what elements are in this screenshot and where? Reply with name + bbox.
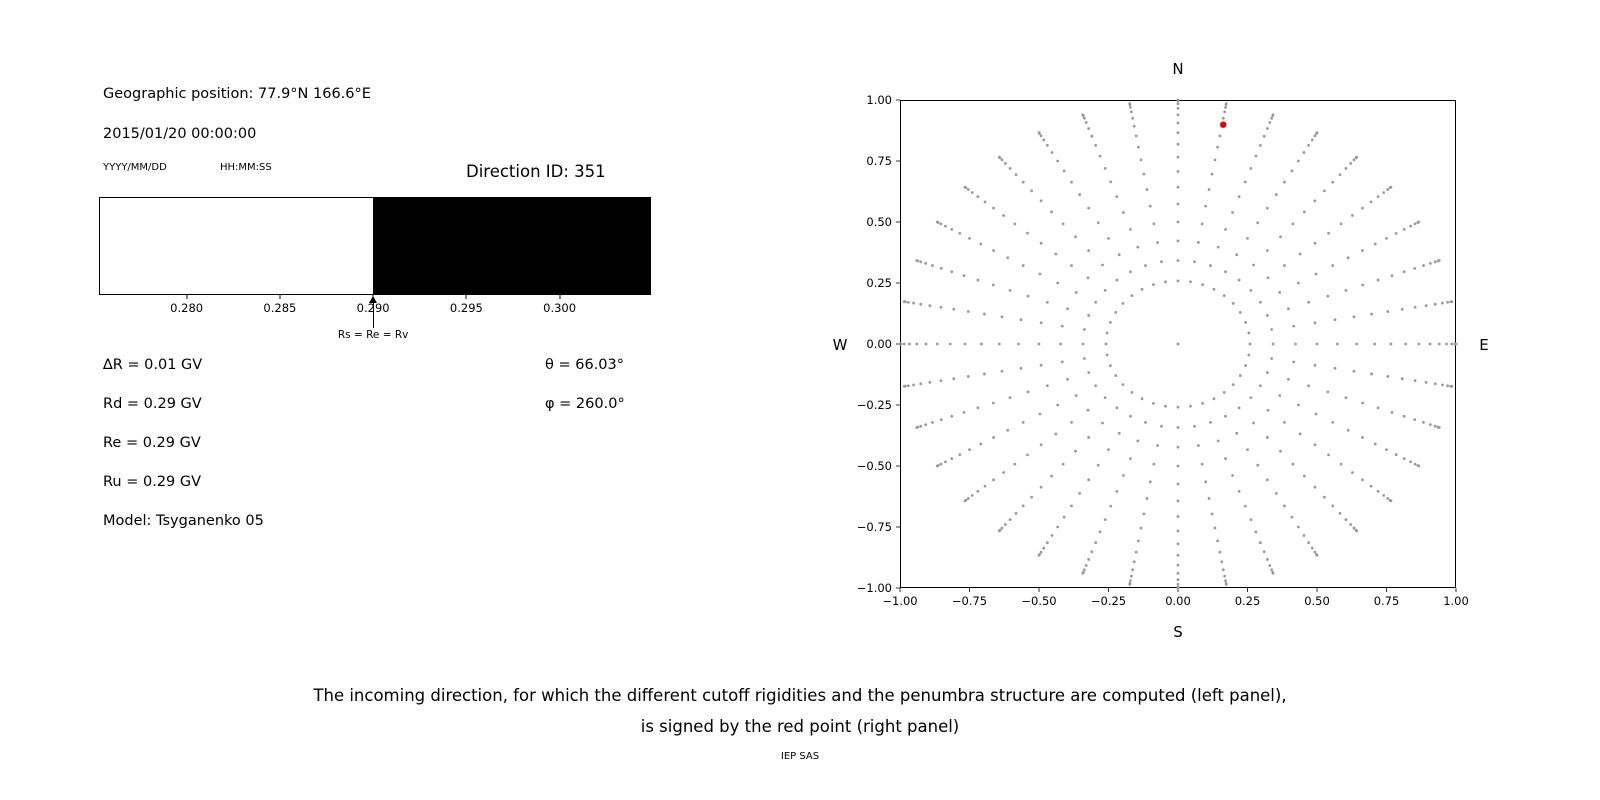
caption-line2: is signed by the red point (right panel) xyxy=(640,716,960,736)
caption: The incoming direction, for which the di… xyxy=(0,686,1600,762)
theta-value: θ = 66.03° xyxy=(545,357,624,373)
compass-north-label: N xyxy=(1172,60,1184,78)
direction-plot-canvas: −1.00 −0.75 −0.50 −0.25 0.00 0.25 0.50 0.75 1.00… xyxy=(857,93,1469,608)
penumbra-region xyxy=(373,198,650,294)
caption-line1: The incoming direction, for which the di… xyxy=(313,686,1287,705)
direction-plot: −1.00 −0.75 −0.50 −0.25 0.00 0.25 0.50 0.75 1.00… xyxy=(857,93,1469,608)
x-tick-label: −1.00 xyxy=(882,594,917,608)
delta-r-value: ∆R = 0.01 GV xyxy=(103,357,203,373)
x-tick-label: 1.00 xyxy=(1443,594,1469,608)
selected-direction-point xyxy=(1220,121,1227,128)
x-tick-label: 0.75 xyxy=(1374,594,1400,608)
model-label: Model: Tsyganenko 05 xyxy=(103,513,264,529)
x-tick-mark xyxy=(559,295,561,299)
x-tick-label: 0.300 xyxy=(543,301,577,315)
compass-south-label: S xyxy=(1173,623,1183,641)
arrow-stem xyxy=(372,297,374,328)
y-tick-label: −0.50 xyxy=(857,459,892,473)
x-tick-mark xyxy=(279,295,281,299)
compass-east-label: E xyxy=(1479,336,1489,354)
datetime-label: 2015/01/20 00:00:00 xyxy=(103,126,257,142)
y-tick-label: 0.00 xyxy=(866,337,892,351)
penumbra-region xyxy=(100,198,374,294)
y-tick-label: 1.00 xyxy=(866,93,892,107)
x-tick-label: 0.295 xyxy=(449,301,483,315)
geo-position-label: Geographic position: 77.9°N 166.6°E xyxy=(103,86,371,102)
x-tick-label: −0.25 xyxy=(1091,594,1126,608)
date-format-label: YYYY/MM/DD xyxy=(103,162,167,173)
re-value: Re = 0.29 GV xyxy=(103,435,201,451)
y-tick-label: −0.25 xyxy=(857,398,892,412)
x-tick-label: 0.285 xyxy=(263,301,297,315)
x-tick-label: 0.280 xyxy=(170,301,204,315)
phi-value: φ = 260.0° xyxy=(545,396,625,412)
credit-label: IEP SAS xyxy=(780,751,820,762)
y-tick-label: 0.75 xyxy=(866,154,892,168)
axis-ticks: −1.00 −0.75 −0.50 −0.25 0.00 0.25 0.50 0.75 1.00… xyxy=(857,93,1469,608)
direction-grid-points xyxy=(898,98,1458,590)
rd-value: Rd = 0.29 GV xyxy=(103,396,202,412)
x-tick-label: 0.50 xyxy=(1304,594,1330,608)
direction-id-label: Direction ID: 351 xyxy=(466,162,606,181)
y-tick-label: −1.00 xyxy=(857,581,892,595)
y-tick-label: 0.25 xyxy=(866,276,892,290)
x-tick-mark xyxy=(465,295,467,299)
time-format-label: HH:MM:SS xyxy=(220,162,272,173)
x-tick-mark xyxy=(186,295,188,299)
penumbra-bar xyxy=(99,197,651,295)
x-tick-label: 0.00 xyxy=(1165,594,1191,608)
y-tick-label: −0.75 xyxy=(857,520,892,534)
x-tick-label: 0.25 xyxy=(1235,594,1261,608)
y-tick-label: 0.50 xyxy=(866,215,892,229)
x-tick-label: −0.50 xyxy=(1021,594,1056,608)
ru-value: Ru = 0.29 GV xyxy=(103,474,202,490)
cutoff-annotation-label: Rs = Re = Rv xyxy=(337,329,409,341)
x-tick-label: −0.75 xyxy=(952,594,987,608)
compass-west-label: W xyxy=(832,336,848,354)
arrow-up-icon xyxy=(369,296,378,303)
